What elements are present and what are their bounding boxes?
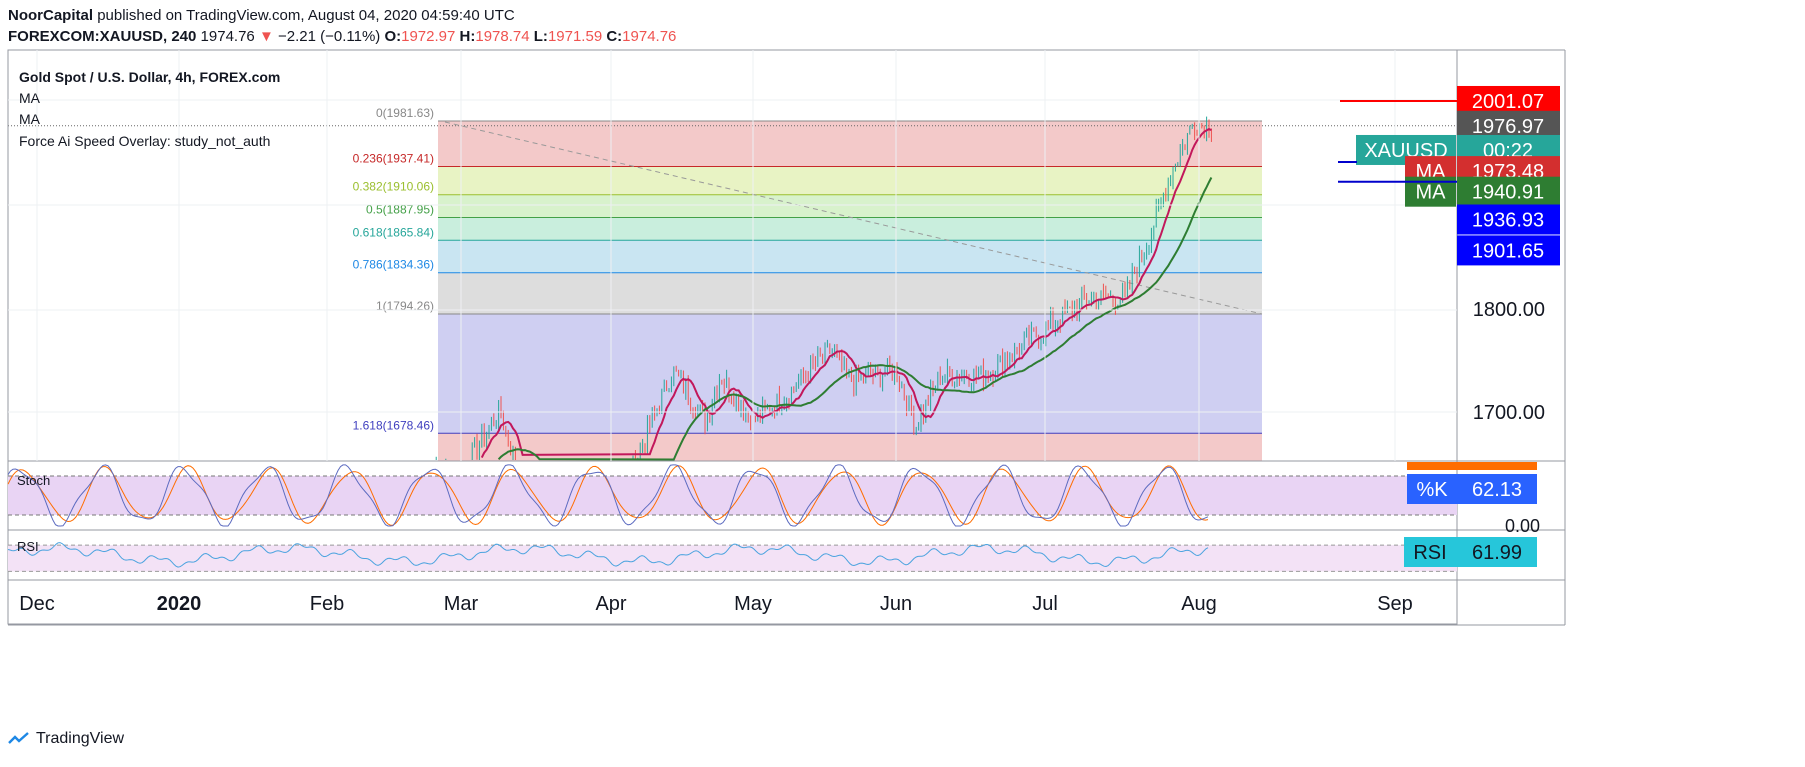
fib-zone [438, 194, 1262, 218]
stoch-value-bg [1457, 474, 1537, 504]
fib-level-label: 0.5(1887.95) [366, 202, 434, 216]
fib-zone [438, 240, 1262, 273]
x-tick-label: Sep [1377, 593, 1413, 615]
price-label-tag: MA [1416, 182, 1447, 204]
price-label-bg [1457, 204, 1560, 235]
open-label: O: [384, 28, 402, 45]
fib-zone [438, 433, 1262, 461]
fib-level-label: 0.618(1865.84) [353, 225, 434, 239]
stoch-value: 62.13 [1472, 479, 1522, 501]
high-label: H: [459, 28, 476, 45]
y-tick-label: 1700.00 [1473, 402, 1545, 424]
price-label-value: 2001.07 [1472, 91, 1544, 113]
tradingview-logo-icon [8, 732, 29, 744]
last-price: 1974.76 [200, 28, 255, 45]
moving-averages [480, 127, 1213, 461]
symbol-timeframe: FOREXCOM:XAUUSD, 240 [8, 28, 197, 45]
stoch-d-tag [1407, 462, 1537, 470]
fib-level-label: 1.618(1678.46) [353, 418, 434, 432]
rsi-pane[interactable]: RSI RSI 61.99 [7, 537, 1537, 572]
fib-zone [438, 121, 1262, 167]
chart-title: Gold Spot / U.S. Dollar, 4h, FOREX.com [19, 69, 280, 85]
x-tick-label: Apr [595, 593, 626, 615]
publish-info: NoorCapital published on TradingView.com… [8, 6, 515, 26]
fib-level-label: 1(1794.26) [376, 299, 434, 313]
stoch-tag: %K [1416, 479, 1448, 501]
price-label-value: 1901.65 [1472, 240, 1544, 262]
legend-ma-2: MA [19, 111, 41, 127]
close-value: 1974.76 [622, 28, 677, 45]
legend-overlay: Force Ai Speed Overlay: study_not_auth [19, 133, 270, 149]
fib-zone [438, 217, 1262, 241]
rsi-label: RSI [17, 539, 39, 554]
stochastic-pane[interactable]: Stoch %K 62.13 0.00 [7, 462, 1540, 536]
open-value: 1972.97 [401, 28, 456, 45]
close-label: C: [606, 28, 623, 45]
rsi-line [7, 542, 1209, 568]
x-tick-label: Jun [880, 593, 912, 615]
ma-slow-line [497, 177, 1213, 461]
fib-zone [438, 166, 1262, 195]
x-tick-label: Feb [310, 593, 344, 615]
fib-level-label: 0.382(1910.06) [353, 180, 434, 194]
rsi-value-bg [1457, 537, 1537, 567]
legend: Gold Spot / U.S. Dollar, 4h, FOREX.com M… [19, 69, 280, 149]
fib-level-label: 0.786(1834.36) [353, 258, 434, 272]
chart-frame [7, 49, 1566, 626]
fib-trend-line [444, 121, 1263, 315]
x-tick-label: Mar [444, 593, 479, 615]
fib-zone [438, 272, 1262, 314]
rsi-tag-bg [1404, 537, 1457, 567]
x-tick-label: May [734, 593, 772, 615]
legend-ma-1: MA [19, 90, 41, 106]
ma-fast-line [480, 127, 1212, 459]
price-change: −2.21 (−0.11%) [277, 28, 381, 45]
fib-zone [438, 314, 1262, 434]
y-tick-label: 1800.00 [1473, 299, 1545, 321]
fib-level-label: 0(1981.63) [376, 106, 434, 120]
rsi-band [8, 545, 1457, 572]
stoch-axis-label: 0.00 [1505, 516, 1540, 536]
price-label-bg [1457, 235, 1560, 266]
rsi-value: 61.99 [1472, 542, 1522, 564]
x-tick-label: Jul [1032, 593, 1058, 615]
fibonacci-retracement[interactable]: 0(1981.63) 0.236(1937.41) 0.382(1910.06) 0.… [8, 106, 1457, 461]
publish-text: published on TradingView.com, August 04,… [97, 7, 515, 24]
high-value: 1978.74 [475, 28, 530, 45]
x-tick-label: Dec [19, 593, 55, 615]
tradingview-brand[interactable]: TradingView [8, 730, 124, 748]
price-label-value: 1936.93 [1472, 210, 1544, 232]
rsi-tag: RSI [1413, 542, 1446, 564]
stoch-tag-bg [1407, 474, 1457, 504]
quote-line: FOREXCOM:XAUUSD, 240 1974.76 ▼ −2.21 (−0… [8, 28, 676, 45]
time-axis[interactable]: Dec 2020 Feb Mar Apr May Jun Jul Aug Sep [19, 593, 1413, 615]
down-arrow-icon: ▼ [258, 28, 274, 45]
x-tick-label: 2020 [157, 593, 202, 615]
price-label-bg [1457, 176, 1560, 207]
publisher-name: NoorCapital [8, 7, 94, 24]
stoch-label: Stoch [17, 473, 50, 488]
price-label-value: 1976.97 [1472, 116, 1544, 138]
footer-brand: TradingView [36, 730, 125, 747]
low-label: L: [533, 28, 548, 45]
x-tick-label: Aug [1181, 593, 1217, 615]
price-label-value: 1940.91 [1472, 182, 1544, 204]
low-value: 1971.59 [547, 28, 603, 45]
stoch-k-line [7, 464, 1209, 527]
fib-level-label: 0.236(1937.41) [353, 152, 434, 166]
stoch-band [8, 476, 1457, 515]
